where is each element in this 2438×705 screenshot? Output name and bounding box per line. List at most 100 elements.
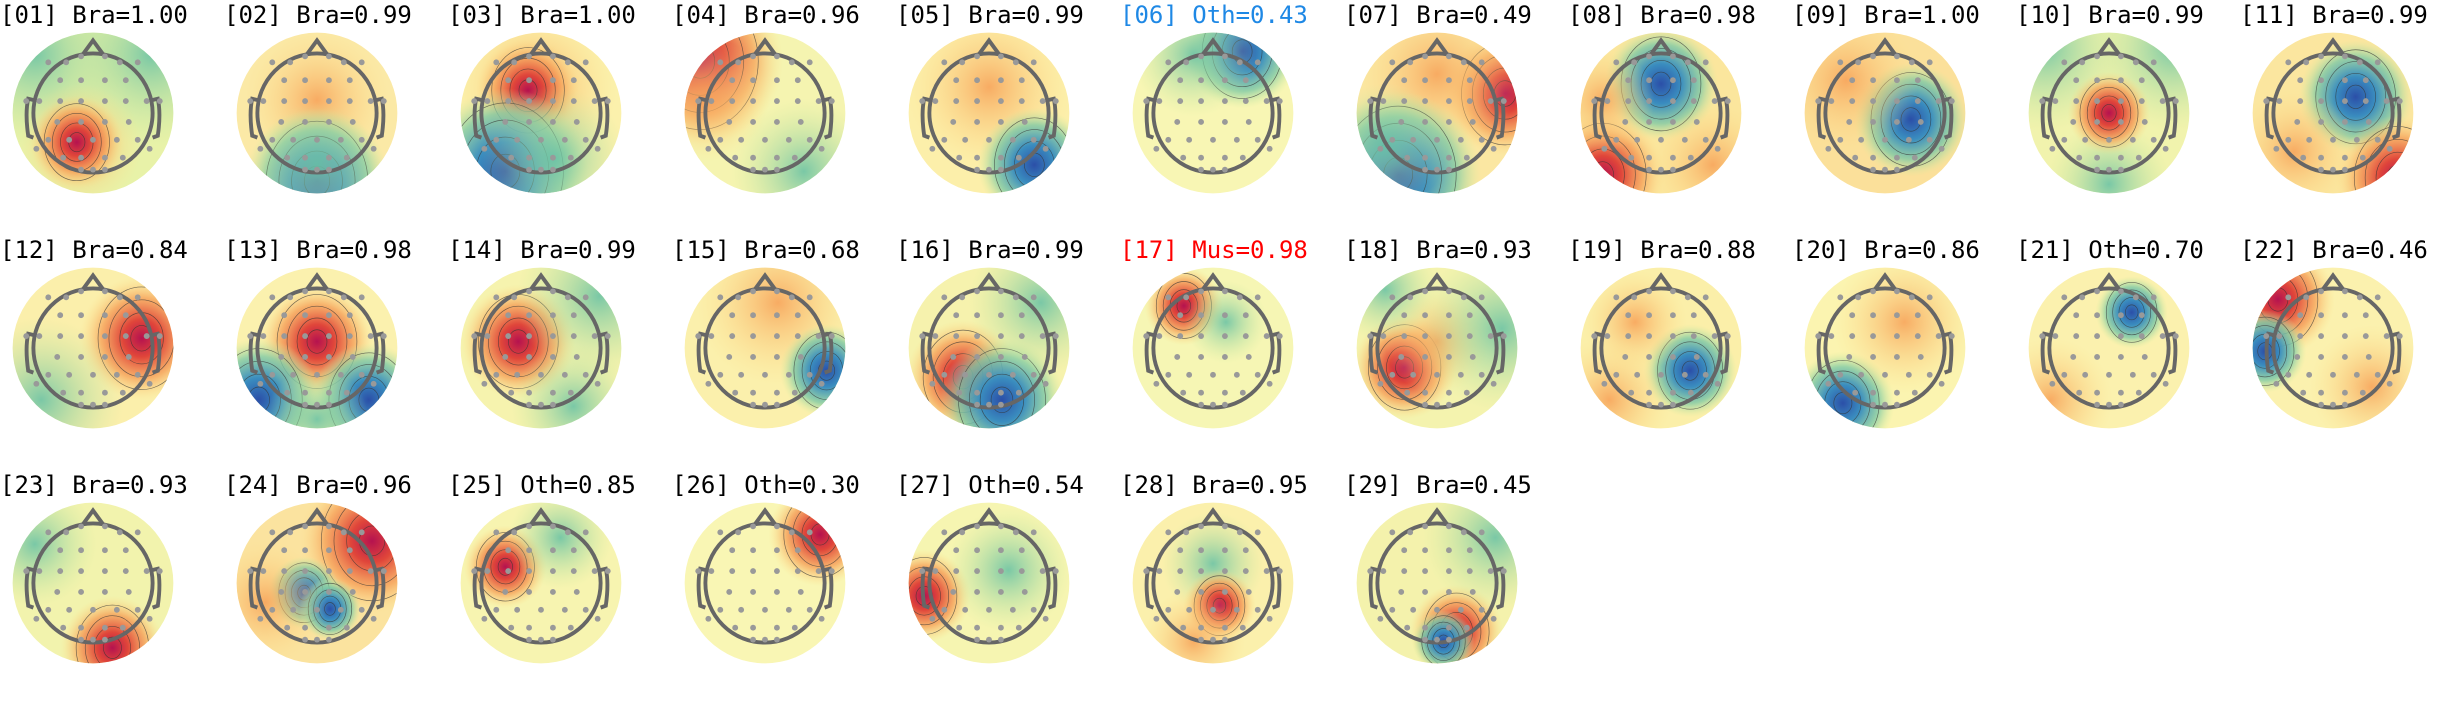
- sensor-dot: [2118, 401, 2124, 408]
- sensor-dot: [526, 547, 532, 554]
- sensor-dot: [1487, 568, 1494, 574]
- sensor-dot: [508, 154, 515, 161]
- sensor-dot: [1702, 59, 1709, 66]
- sensor-dot: [550, 568, 556, 574]
- sensor-dot: [932, 333, 939, 339]
- sensor-dot: [2061, 59, 2068, 66]
- sensor-dot: [1210, 136, 1216, 143]
- sensor-dot: [1446, 568, 1452, 574]
- sensor-dot: [2094, 166, 2100, 173]
- sensor-dot: [998, 288, 1004, 295]
- sensor-dot: [567, 624, 574, 631]
- sensor-dot: [998, 523, 1004, 530]
- topomap-plot: [1356, 32, 1518, 194]
- sensor-dot: [102, 389, 108, 396]
- sensor-dot: [550, 624, 556, 631]
- sensor-dot: [538, 166, 544, 173]
- sensor-dot: [1177, 98, 1184, 104]
- sensor-dot: [974, 547, 980, 554]
- sensor-dot: [346, 77, 353, 84]
- sensor-dot: [1670, 77, 1676, 84]
- sensor-dot: [570, 77, 577, 84]
- sensor-dot: [326, 333, 332, 339]
- sensor-dot: [284, 624, 291, 631]
- sensor-dot: [1702, 371, 1709, 378]
- sensor-dot: [526, 523, 532, 530]
- contour-line: [103, 636, 122, 659]
- sensor-dot: [998, 624, 1004, 631]
- ear-right-icon: [375, 331, 386, 375]
- sensor-dot: [1446, 624, 1452, 631]
- sensor-dot: [122, 312, 129, 319]
- sensor-dot: [762, 136, 768, 143]
- head-outline: [703, 521, 827, 645]
- sensor-dot: [57, 333, 64, 339]
- sensor-dot: [818, 615, 825, 622]
- sensor-dot: [998, 77, 1004, 84]
- contour-line: [2112, 289, 2152, 336]
- sensor-dot: [66, 606, 73, 613]
- sensor-dot: [1143, 568, 1150, 574]
- sensor-dot: [1625, 333, 1632, 339]
- sensor-dot: [146, 615, 153, 622]
- sensor-dot: [953, 77, 960, 84]
- contour-line: [994, 117, 1070, 194]
- topomap-plot: [236, 32, 398, 194]
- sensor-dot: [550, 389, 556, 396]
- topomap-03: [03] Bra=1.00: [448, 0, 672, 235]
- sensor-dot: [828, 568, 835, 574]
- sensor-dot: [594, 380, 601, 387]
- sensor-dot: [1052, 333, 1059, 339]
- sensor-dot: [1935, 98, 1942, 104]
- sensor-dot: [2318, 312, 2324, 319]
- sensor-dot: [726, 119, 733, 125]
- sensor-dot: [1030, 294, 1037, 301]
- sensor-dot: [582, 606, 589, 613]
- component-label: [14] Bra=0.99: [448, 236, 636, 264]
- sensor-dot: [791, 624, 798, 631]
- sensor-dot: [1446, 636, 1452, 643]
- head-outline: [1151, 521, 1275, 645]
- ear-right-icon: [1943, 331, 1954, 375]
- sensor-dot: [998, 401, 1004, 408]
- sensor-dot: [260, 333, 267, 339]
- sensor-dot: [1165, 294, 1172, 301]
- sensor-dot: [538, 401, 544, 408]
- sensor-dot: [1367, 333, 1374, 339]
- sensor-dot: [1870, 312, 1876, 319]
- sensor-dot: [962, 606, 969, 613]
- sensor-dot: [122, 333, 129, 339]
- field-green: [1184, 280, 1268, 364]
- sensor-dot: [493, 529, 500, 536]
- sensor-dot: [962, 136, 969, 143]
- sensor-dot: [23, 333, 30, 339]
- ear-left-icon: [24, 566, 35, 610]
- sensor-dot: [57, 98, 64, 104]
- sensor-dot: [550, 312, 556, 319]
- sensor-dot: [122, 77, 129, 84]
- topomap-plot: [236, 267, 398, 429]
- sensor-dot: [63, 529, 70, 536]
- sensor-dot: [57, 547, 64, 554]
- sensor-dot: [1009, 606, 1016, 613]
- sensor-dot: [102, 166, 108, 173]
- sensor-dot: [1239, 389, 1246, 396]
- sensor-dot: [1457, 136, 1464, 143]
- sensor-dot: [1422, 547, 1428, 554]
- sensor-dot: [1463, 624, 1470, 631]
- ear-right-icon: [2167, 96, 2178, 140]
- sensor-dot: [1009, 371, 1016, 378]
- sensor-dot: [1404, 624, 1411, 631]
- nose-icon: [1425, 37, 1449, 56]
- head-outline: [2271, 51, 2395, 175]
- sensor-dot: [1702, 136, 1709, 143]
- sensor-dot: [2359, 154, 2366, 161]
- sensor-dot: [1646, 98, 1652, 104]
- topomap-plot: [1804, 267, 1966, 429]
- sensor-dot: [1222, 53, 1228, 60]
- sensor-dot: [1156, 333, 1163, 339]
- contour-line: [2118, 297, 2145, 328]
- head-outline: [31, 286, 155, 410]
- sensor-dot: [1911, 154, 1918, 161]
- sensor-dot: [762, 401, 768, 408]
